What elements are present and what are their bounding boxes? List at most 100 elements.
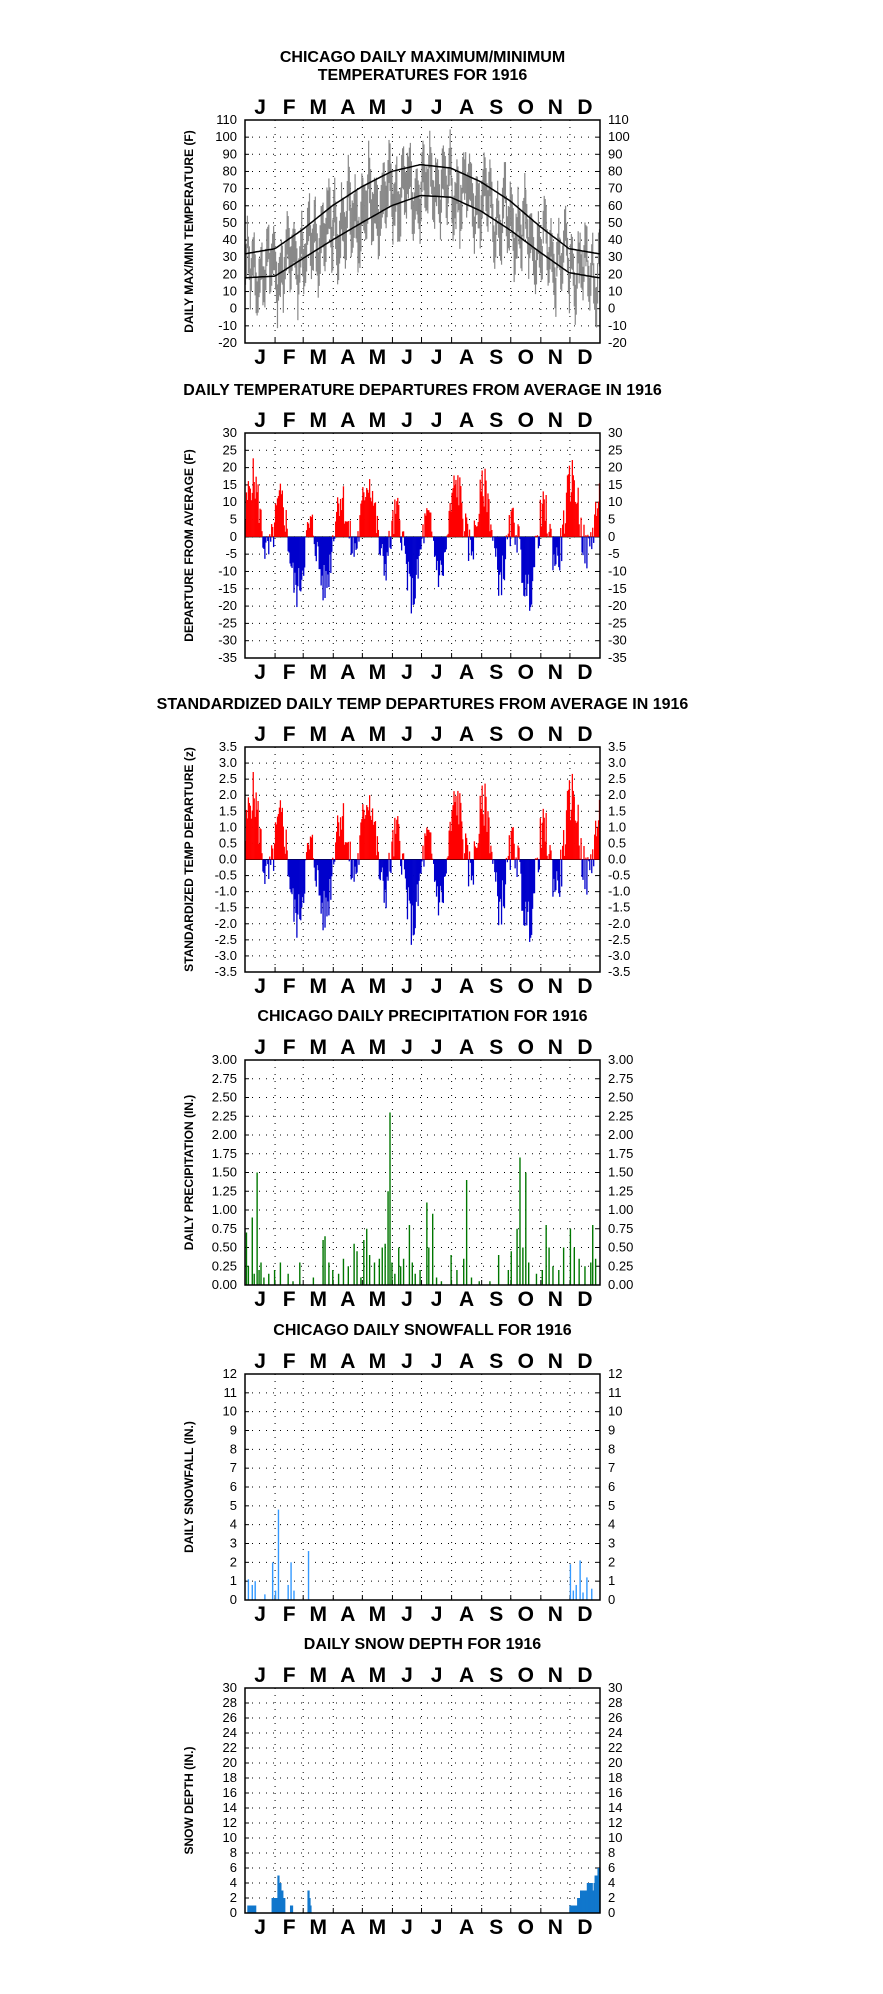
y-tick-label-right: 26 [608, 1710, 622, 1725]
month-label-bottom: J [431, 1288, 443, 1311]
y-tick-label-left: 10 [223, 1830, 237, 1845]
y-tick-label-right: -10 [608, 318, 627, 333]
y-axis-label: DAILY MAX/MIN TEMPERATURE (F) [182, 130, 196, 332]
month-label-top: F [283, 1664, 296, 1687]
y-tick-label-right: -0.5 [608, 868, 630, 883]
y-tick-label-left: 2.75 [212, 1071, 237, 1086]
y-tick-label-right: 15 [608, 477, 622, 492]
month-label-bottom: M [309, 1603, 327, 1626]
y-tick-label-right: -3.5 [608, 964, 630, 979]
month-label-top: N [548, 1350, 563, 1373]
y-tick-label-left: -15 [218, 581, 237, 596]
month-label-top: O [518, 1350, 534, 1373]
y-tick-label-left: 10 [223, 284, 237, 299]
month-label-top: J [431, 1036, 443, 1059]
month-label-top: M [309, 1664, 327, 1687]
month-label-bottom: F [283, 1603, 296, 1626]
y-tick-label-left: 1.25 [212, 1183, 237, 1198]
month-label-top: F [283, 96, 296, 119]
y-tick-label-left: 7 [230, 1460, 237, 1475]
y-tick-label-right: -20 [608, 598, 627, 613]
y-tick-label-left: 26 [223, 1710, 237, 1725]
y-tick-label-right: 0.50 [608, 1240, 633, 1255]
y-tick-label-right: 20 [608, 460, 622, 475]
y-tick-label-right: 6 [608, 1479, 615, 1494]
y-tick-label-left: 20 [223, 266, 237, 281]
y-tick-label-left: 0.5 [219, 835, 237, 850]
y-tick-label-left: 24 [223, 1725, 237, 1740]
y-tick-label-right: 12 [608, 1366, 622, 1381]
y-tick-label-left: 1.00 [212, 1202, 237, 1217]
plot-frame [244, 1373, 601, 1601]
y-tick-label-right: 30 [608, 1680, 622, 1695]
y-tick-label-right: 40 [608, 232, 622, 247]
month-label-top: O [518, 96, 534, 119]
y-tick-label-right: 2.0 [608, 787, 626, 802]
month-label-bottom: A [459, 975, 474, 998]
normal-min-line [244, 194, 601, 279]
y-tick-label-left: 12 [223, 1366, 237, 1381]
month-label-top: A [340, 1664, 355, 1687]
y-tick-label-right: 30 [608, 249, 622, 264]
y-tick-label-right: 4 [608, 1875, 615, 1890]
y-tick-label-right: 70 [608, 181, 622, 196]
y-tick-label-right: 14 [608, 1800, 622, 1815]
y-tick-label-left: 4 [230, 1517, 237, 1532]
y-tick-label-left: 15 [223, 477, 237, 492]
y-tick-label-right: 0 [608, 1905, 615, 1920]
plot-frame [244, 1059, 601, 1286]
y-tick-label-right: 0 [608, 1592, 615, 1607]
y-tick-label-left: 90 [223, 146, 237, 161]
y-tick-label-right: 1.0 [608, 819, 626, 834]
month-label-bottom: J [431, 346, 443, 369]
y-tick-label-left: 3.0 [219, 755, 237, 770]
y-tick-label-right: -10 [608, 563, 627, 578]
y-tick-label-right: -30 [608, 633, 627, 648]
month-label-bottom: M [309, 661, 327, 684]
y-tick-label-left: 80 [223, 163, 237, 178]
y-tick-label-left: -10 [218, 318, 237, 333]
chart-title: DAILY SNOW DEPTH FOR 1916 [304, 1636, 541, 1653]
y-tick-label-right: 16 [608, 1785, 622, 1800]
y-axis-label: SNOW DEPTH (IN.) [182, 1747, 196, 1855]
month-label-bottom: O [518, 1603, 534, 1626]
y-tick-label-right: 0.25 [608, 1258, 633, 1273]
y-tick-label-left: 0.50 [212, 1240, 237, 1255]
y-tick-label-right: 110 [608, 112, 629, 127]
month-label-bottom: A [459, 1288, 474, 1311]
y-tick-label-right: 25 [608, 442, 622, 457]
y-tick-label-left: -0.5 [215, 868, 237, 883]
month-label-top: J [401, 723, 413, 746]
month-label-top: J [401, 96, 413, 119]
y-tick-label-left: 9 [230, 1423, 237, 1438]
month-label-top: M [309, 409, 327, 432]
y-tick-label-right: 8 [608, 1845, 615, 1860]
y-tick-label-left: -5 [225, 546, 237, 561]
month-label-bottom: J [254, 1288, 266, 1311]
month-label-top: J [254, 96, 266, 119]
month-label-bottom: A [459, 1916, 474, 1939]
chart-title: STANDARDIZED DAILY TEMP DEPARTURES FROM … [157, 696, 689, 713]
month-label-bottom: M [369, 975, 387, 998]
y-tick-label-right: 2.5 [608, 771, 626, 786]
month-label-top: F [283, 1350, 296, 1373]
chart-title: CHICAGO DAILY PRECIPITATION FOR 1916 [257, 1008, 587, 1025]
month-label-bottom: S [489, 1288, 503, 1311]
month-label-top: M [369, 1036, 387, 1059]
y-tick-label-right: 2 [608, 1890, 615, 1905]
month-label-bottom: F [283, 1916, 296, 1939]
y-tick-label-right: 30 [608, 425, 622, 440]
month-label-top: M [369, 1664, 387, 1687]
month-label-bottom: A [459, 1603, 474, 1626]
month-label-top: D [577, 1036, 592, 1059]
y-tick-label-left: -1.5 [215, 900, 237, 915]
y-tick-label-left: 2.5 [219, 771, 237, 786]
y-axis-label: STANDARDIZED TEMP DEPARTURE (z) [182, 747, 196, 972]
month-label-bottom: J [431, 975, 443, 998]
y-tick-label-right: 2.50 [608, 1090, 633, 1105]
y-tick-label-left: 0.0 [219, 852, 237, 867]
month-label-top: A [459, 1350, 474, 1373]
y-tick-label-right: 28 [608, 1695, 622, 1710]
month-label-top: M [309, 1350, 327, 1373]
